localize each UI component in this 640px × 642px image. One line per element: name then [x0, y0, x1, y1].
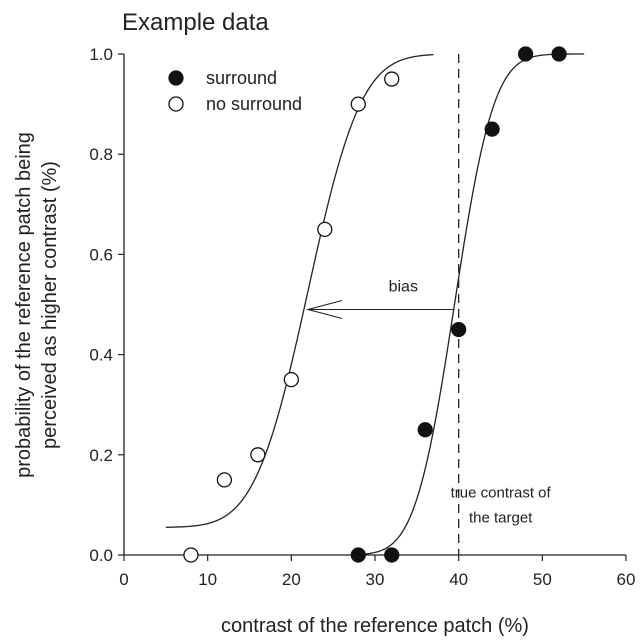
data-points [183, 46, 567, 563]
legend-label-surround: surround [206, 68, 277, 88]
y-axis-ticks: 0.0 0.2 0.4 0.6 0.8 1.0 [89, 45, 124, 565]
x-tick-label: 30 [366, 570, 385, 589]
x-tick-label: 50 [533, 570, 552, 589]
plot-frame [123, 54, 626, 556]
data-point-no-surround [283, 371, 299, 388]
fit-curves [165, 53, 585, 556]
y-tick-label: 0.8 [89, 145, 113, 164]
y-axis-title-line-1: probability of the reference patch being [13, 132, 35, 478]
y-tick-label: 0.6 [89, 245, 113, 264]
y-axis-title-line-2: perceived as higher contrast (%) [39, 161, 61, 449]
data-point-surround [551, 46, 567, 62]
fit-curve-surround [354, 53, 585, 556]
data-point-no-surround [216, 472, 233, 488]
fit-curve-no-surround [165, 53, 434, 528]
x-tick-label: 10 [198, 570, 217, 589]
data-point-surround [417, 422, 433, 438]
legend-label-no-surround: no surround [206, 94, 302, 114]
data-point-surround [350, 547, 366, 563]
y-axis-title: probability of the reference patch being… [13, 132, 61, 478]
legend-marker-no-surround [168, 96, 184, 112]
bias-arrow-label: bias [389, 279, 418, 296]
data-point-no-surround [250, 447, 266, 463]
x-tick-label: 0 [119, 570, 128, 589]
y-tick-label: 0.0 [89, 546, 113, 565]
x-axis-title: contrast of the reference patch (%) [221, 615, 529, 637]
x-axis-ticks: 0 10 20 30 40 50 60 [119, 555, 635, 589]
y-tick-label: 1.0 [89, 45, 113, 64]
x-tick-label: 20 [282, 570, 301, 589]
data-point-surround [384, 547, 400, 563]
x-tick-label: 60 [617, 570, 636, 589]
data-point-no-surround [183, 547, 199, 563]
y-tick-label: 0.4 [89, 346, 113, 365]
reference-line-label-1: true contrast of [451, 484, 552, 501]
bias-arrow-head [305, 299, 343, 320]
reference-line-label-2: the target [469, 509, 533, 526]
data-point-no-surround [317, 221, 333, 238]
chart-title: Example data [122, 9, 269, 36]
y-tick-label: 0.2 [89, 446, 113, 465]
legend-marker-surround [168, 70, 184, 86]
x-tick-label: 40 [449, 570, 468, 589]
legend: surround no surround [168, 68, 302, 114]
bias-arrow: bias [305, 279, 455, 320]
data-point-no-surround [384, 71, 400, 87]
data-point-surround [451, 321, 467, 338]
data-point-surround [484, 121, 500, 137]
data-point-surround [517, 46, 534, 62]
data-point-no-surround [350, 96, 366, 112]
